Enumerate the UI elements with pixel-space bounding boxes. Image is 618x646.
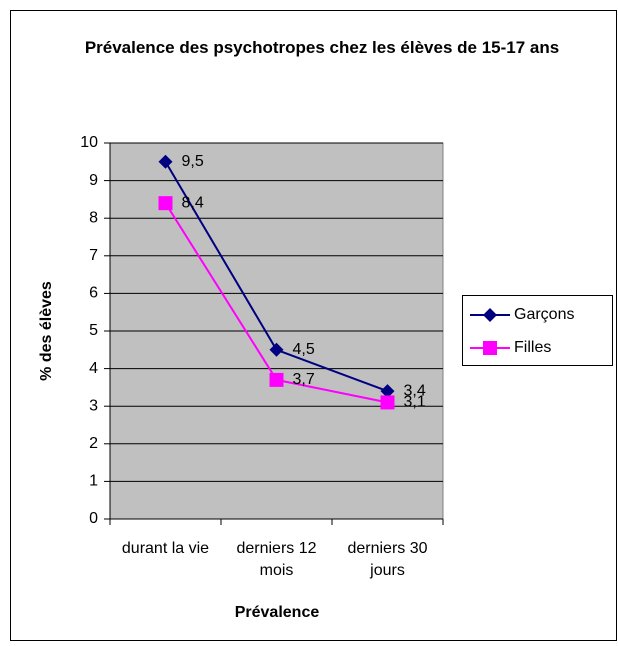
x-tick-label: derniers 30 jours xyxy=(347,540,428,579)
data-label: 9,5 xyxy=(182,153,204,170)
y-tick-label: 6 xyxy=(89,285,98,302)
x-axis-title: Prévalence xyxy=(235,604,320,621)
y-tick-label: 4 xyxy=(89,360,98,377)
x-tick-label: derniers 12 mois xyxy=(236,540,317,579)
data-label: 3,1 xyxy=(404,394,426,411)
legend-label: Filles xyxy=(514,339,551,356)
point xyxy=(380,395,395,410)
data-label: 3,4 xyxy=(404,382,426,399)
y-tick-label: 1 xyxy=(89,473,98,490)
y-tick-label: 0 xyxy=(89,510,98,527)
legend-label: Garçons xyxy=(514,306,574,323)
point xyxy=(158,154,173,169)
y-tick-label: 3 xyxy=(89,397,98,414)
chart-title: Prévalence des psychotropes chez les élè… xyxy=(84,38,560,57)
data-label: 8,4 xyxy=(182,194,204,211)
y-tick-label: 5 xyxy=(89,322,98,339)
data-label: 4,5 xyxy=(293,341,315,358)
chart-border xyxy=(10,10,617,641)
data-label: 3,7 xyxy=(293,371,315,388)
point xyxy=(158,196,173,211)
y-tick-label: 9 xyxy=(89,172,98,189)
point xyxy=(269,372,284,387)
legend-marker xyxy=(483,341,497,355)
y-tick-label: 8 xyxy=(89,209,98,226)
y-tick-label: 10 xyxy=(80,134,98,151)
point xyxy=(380,384,395,399)
y-axis-title: % des élèves xyxy=(38,281,55,381)
legend-marker xyxy=(483,308,497,322)
y-tick-label: 7 xyxy=(89,247,98,264)
y-tick-label: 2 xyxy=(89,435,98,452)
x-tick-label: durant la vie xyxy=(121,540,210,557)
point xyxy=(269,342,284,357)
